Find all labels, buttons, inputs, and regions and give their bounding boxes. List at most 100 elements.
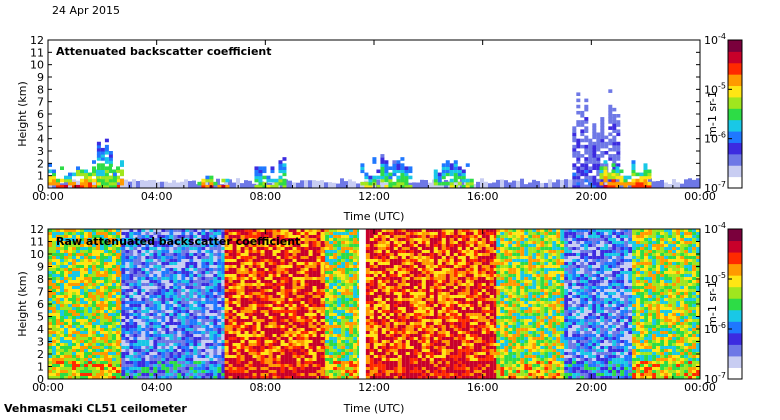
heatmap-cell — [341, 313, 346, 316]
heatmap-cell — [213, 373, 218, 376]
heatmap-cell — [320, 268, 325, 271]
heatmap-cell — [201, 370, 206, 373]
heatmap-cell — [213, 367, 218, 370]
heatmap-cell — [108, 259, 112, 262]
heatmap-cell — [125, 286, 130, 289]
heatmap-cell — [264, 307, 269, 310]
heatmap-cell — [623, 181, 628, 186]
heatmap-cell — [282, 178, 287, 183]
heatmap-cell — [100, 319, 104, 322]
heatmap-cell — [345, 355, 350, 358]
heatmap-cell — [356, 183, 360, 188]
heatmap-cell — [92, 277, 96, 280]
heatmap-cell — [312, 238, 317, 241]
heatmap-cell — [213, 364, 218, 367]
heatmap-cell — [165, 376, 170, 379]
heatmap-cell — [224, 250, 229, 253]
heatmap-cell — [280, 343, 285, 346]
heatmap-cell — [177, 328, 182, 331]
heatmap-cell — [260, 274, 265, 277]
heatmap-cell — [177, 268, 182, 271]
heatmap-cell — [96, 144, 101, 149]
heatmap-cell — [360, 166, 365, 170]
heatmap-cell — [384, 166, 389, 170]
heatmap-cell — [92, 328, 96, 331]
heatmap-cell — [116, 343, 120, 346]
heatmap-cell — [232, 274, 237, 277]
heatmap-cell — [104, 178, 109, 183]
heatmap-cell — [213, 262, 218, 265]
heatmap-cell — [100, 229, 104, 232]
heatmap-cell — [320, 376, 325, 379]
heatmap-cell — [112, 352, 116, 355]
heatmap-cell — [276, 346, 281, 349]
heatmap-cell — [580, 114, 585, 118]
heatmap-cell — [121, 268, 126, 271]
heatmap-cell — [64, 271, 68, 274]
heatmap-cell — [588, 166, 593, 170]
heatmap-cell — [88, 181, 92, 186]
heatmap-cell — [254, 166, 259, 170]
heatmap-cell — [252, 319, 257, 322]
heatmap-cell — [304, 283, 309, 286]
heatmap-cell — [288, 319, 293, 322]
heatmap-cell — [141, 259, 146, 262]
heatmap-cell — [373, 235, 378, 238]
heatmap-cell — [60, 247, 64, 250]
heatmap-cell — [121, 256, 126, 259]
heatmap-cell — [52, 340, 56, 343]
heatmap-cell — [349, 235, 354, 238]
heatmap-cell — [76, 184, 80, 189]
heatmap-cell — [153, 256, 158, 259]
heatmap-cell — [104, 235, 108, 238]
heatmap-cell — [260, 232, 265, 235]
heatmap-cell — [373, 250, 378, 253]
heatmap-cell — [272, 280, 277, 283]
heatmap-cell — [108, 304, 112, 307]
heatmap-cell — [88, 373, 92, 376]
heatmap-cell — [288, 334, 293, 337]
heatmap-cell — [104, 304, 108, 307]
heatmap-cell — [209, 316, 214, 319]
heatmap-cell — [333, 253, 338, 256]
heatmap-cell — [296, 370, 301, 373]
heatmap-cell — [112, 337, 116, 340]
heatmap-cell — [268, 367, 273, 370]
heatmap-cell — [272, 292, 277, 295]
heatmap-cell — [161, 298, 166, 301]
heatmap-cell — [64, 322, 68, 325]
heatmap-cell — [96, 280, 100, 283]
heatmap-cell — [189, 352, 194, 355]
heatmap-cell — [325, 343, 330, 346]
heatmap-cell — [369, 322, 374, 325]
heatmap-cell — [68, 376, 72, 379]
heatmap-cell — [141, 337, 146, 340]
heatmap-cell — [292, 271, 297, 274]
heatmap-cell — [345, 268, 350, 271]
heatmap-cell — [100, 334, 104, 337]
heatmap-cell — [205, 325, 210, 328]
heatmap-cell — [84, 175, 88, 180]
heatmap-cell — [292, 182, 296, 188]
heatmap-cell — [329, 352, 334, 355]
heatmap-cell — [197, 328, 202, 331]
heatmap-cell — [316, 232, 321, 235]
heatmap-cell — [100, 147, 105, 152]
heatmap-cell — [213, 265, 218, 268]
heatmap-cell — [201, 265, 206, 268]
heatmap-cell — [96, 259, 100, 262]
heatmap-cell — [189, 373, 194, 376]
heatmap-cell — [260, 310, 265, 313]
heatmap-cell — [181, 307, 186, 310]
heatmap-cell — [177, 265, 182, 268]
heatmap-cell — [240, 259, 245, 262]
heatmap-cell — [408, 175, 413, 180]
heatmap-cell — [260, 331, 265, 334]
heatmap-cell — [72, 280, 76, 283]
heatmap-cell — [72, 247, 76, 250]
heatmap-cell — [592, 123, 597, 127]
heatmap-cell — [280, 238, 285, 241]
heatmap-cell — [260, 262, 265, 265]
heatmap-cell — [236, 352, 241, 355]
heatmap-cell — [80, 277, 84, 280]
